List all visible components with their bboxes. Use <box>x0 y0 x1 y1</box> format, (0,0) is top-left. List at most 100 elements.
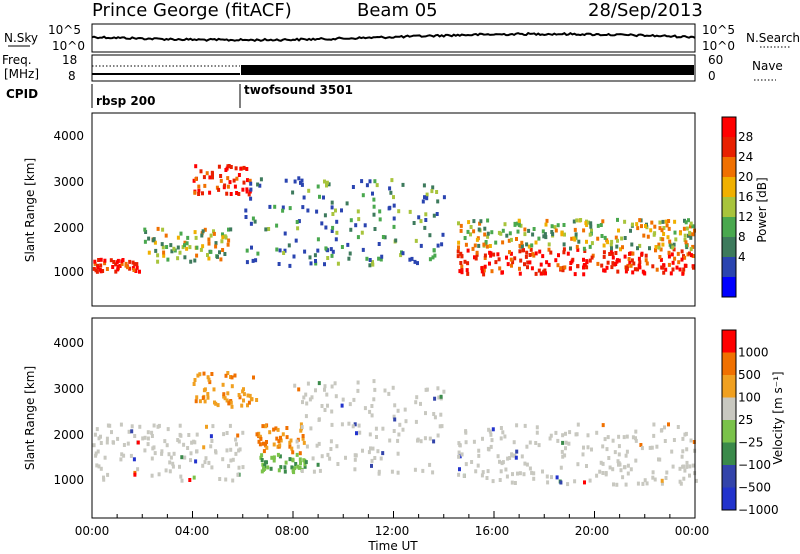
data-cell <box>169 243 173 248</box>
data-cell <box>168 460 172 465</box>
data-cell <box>432 412 436 416</box>
data-cell <box>203 183 207 188</box>
data-cell <box>606 240 610 245</box>
data-cell <box>251 216 255 221</box>
data-cell <box>206 375 210 380</box>
data-cell <box>115 260 119 265</box>
data-cell <box>544 222 548 227</box>
data-cell <box>130 429 134 434</box>
data-cell <box>623 254 627 259</box>
data-cell <box>435 212 439 216</box>
data-cell <box>195 432 199 437</box>
data-cell <box>396 438 400 443</box>
data-cell <box>252 375 255 380</box>
data-cell <box>672 242 676 247</box>
data-cell <box>528 440 532 445</box>
data-cell <box>229 192 233 196</box>
data-cell <box>485 244 489 249</box>
data-cell <box>365 256 369 261</box>
data-cell <box>325 392 329 397</box>
data-cell <box>617 258 621 263</box>
data-cell <box>604 472 608 477</box>
data-cell <box>485 476 489 480</box>
data-cell <box>547 242 551 247</box>
data-cell <box>573 237 577 242</box>
data-cell <box>506 262 510 267</box>
data-cell <box>354 223 358 228</box>
data-cell <box>466 261 470 266</box>
data-cell <box>262 466 266 471</box>
data-cell <box>353 422 357 427</box>
colorbar-swatch <box>722 257 736 277</box>
data-cell <box>601 461 605 466</box>
data-cell <box>328 456 332 461</box>
data-cell <box>242 392 246 397</box>
data-cell <box>300 182 304 187</box>
data-cell <box>605 265 609 270</box>
data-cell <box>193 258 197 263</box>
data-cell <box>691 224 695 229</box>
data-cell <box>617 444 621 449</box>
data-cell <box>216 254 219 259</box>
data-cell <box>389 190 393 195</box>
data-cell <box>236 433 240 438</box>
data-cell <box>523 232 527 237</box>
data-cell <box>138 424 142 429</box>
data-cell <box>564 431 567 436</box>
data-cell <box>150 456 154 461</box>
data-cell <box>498 478 502 482</box>
data-cell <box>399 253 403 258</box>
data-cell <box>317 417 321 422</box>
data-cell <box>225 191 229 196</box>
velocity-ytick-2000: 2000 <box>53 428 84 442</box>
data-cell <box>548 436 552 441</box>
data-cell <box>103 455 107 460</box>
data-cell <box>549 250 553 255</box>
data-cell <box>335 230 339 235</box>
data-cell <box>586 433 590 438</box>
noise-panel: N.Sky 10^5 10^0 10^5 10^0 N.Search <box>4 23 800 53</box>
data-cell <box>524 254 528 259</box>
data-cell <box>476 463 480 468</box>
data-cell <box>598 469 602 474</box>
colorbar-tick-label: 20 <box>738 170 753 184</box>
data-cell <box>367 450 371 455</box>
data-cell <box>661 219 665 224</box>
data-cell <box>416 261 419 266</box>
data-cell <box>439 412 443 417</box>
data-cell <box>606 435 610 440</box>
data-cell <box>401 182 405 187</box>
data-cell <box>530 470 534 475</box>
data-cell <box>494 260 498 265</box>
data-cell <box>377 256 381 261</box>
data-cell <box>587 220 591 225</box>
data-cell <box>688 473 691 478</box>
data-cell <box>153 240 157 245</box>
data-cell <box>295 220 299 224</box>
data-cell <box>379 456 383 461</box>
data-cell <box>457 221 460 226</box>
data-cell <box>227 227 230 232</box>
data-cell <box>397 432 401 437</box>
data-cell <box>373 387 377 392</box>
data-cell <box>176 256 180 261</box>
data-cell <box>299 422 303 427</box>
data-cell <box>667 250 671 255</box>
data-cell <box>512 440 516 445</box>
data-cell <box>194 459 198 464</box>
data-cell <box>472 229 476 234</box>
data-cell <box>300 178 304 183</box>
data-cell <box>509 257 513 262</box>
xtick-2000: 20:00 <box>575 524 610 538</box>
data-cell <box>542 269 546 274</box>
data-cell <box>472 439 476 444</box>
data-cell <box>330 229 334 233</box>
data-cell <box>176 438 180 442</box>
data-cell <box>433 396 437 401</box>
data-cell <box>525 250 529 255</box>
data-cell <box>488 429 492 434</box>
data-cell <box>160 449 164 454</box>
data-cell <box>249 181 253 186</box>
data-cell <box>239 166 243 171</box>
data-cell <box>116 267 120 272</box>
